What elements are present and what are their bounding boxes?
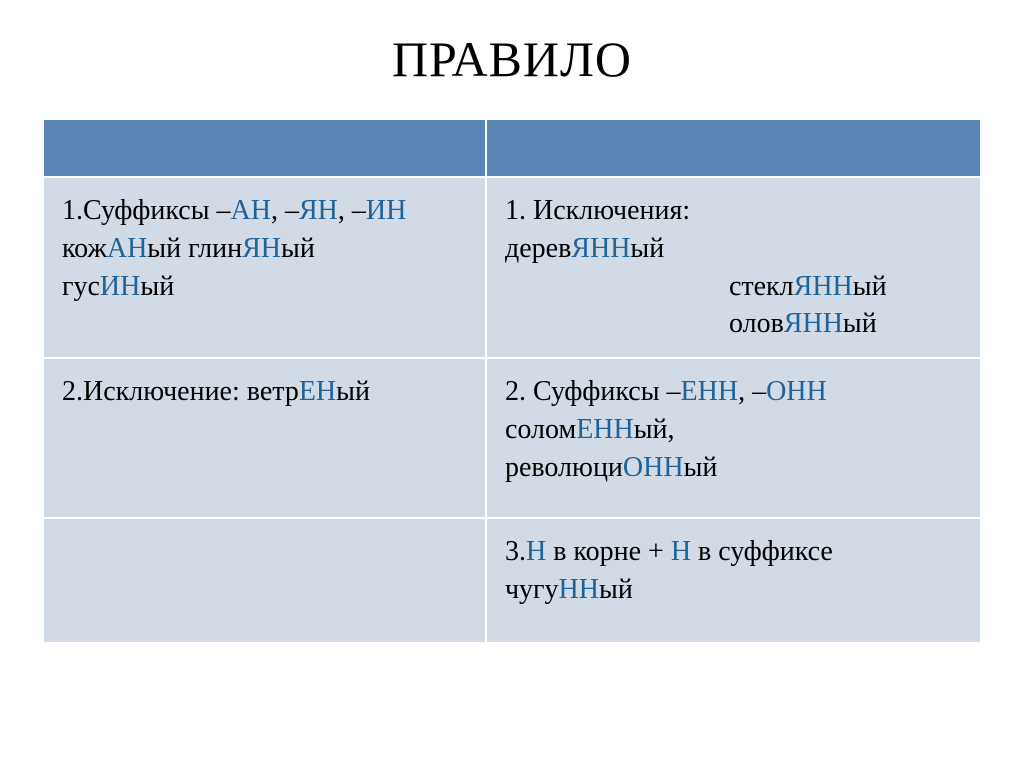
text: ый bbox=[843, 308, 877, 339]
text: ый, bbox=[634, 414, 675, 445]
highlight: Н bbox=[671, 536, 691, 567]
text: ый bbox=[281, 233, 315, 264]
highlight: ИН bbox=[100, 271, 140, 302]
text: стекл bbox=[505, 271, 794, 302]
highlight: ЯНН bbox=[794, 271, 853, 302]
text: , – bbox=[738, 376, 766, 407]
text: революци bbox=[505, 452, 623, 483]
text: ый bbox=[630, 233, 664, 264]
highlight: ИН bbox=[366, 195, 406, 226]
text: 1. Исключения: bbox=[505, 195, 690, 226]
highlight: АН bbox=[107, 233, 147, 264]
text: в корне + bbox=[546, 536, 671, 567]
table-row: 3.Н в корне + Н в суффиксе чугуННый bbox=[43, 518, 981, 643]
highlight: ЯНН bbox=[784, 308, 843, 339]
text: в суффиксе bbox=[691, 536, 833, 567]
cell-r3c2: 3.Н в корне + Н в суффиксе чугуННый bbox=[486, 518, 981, 643]
text: 3. bbox=[505, 536, 526, 567]
highlight: ЕНН bbox=[576, 414, 634, 445]
text: ый bbox=[853, 271, 887, 302]
highlight: НН bbox=[559, 574, 599, 605]
text: ый bbox=[599, 574, 633, 605]
text: , – bbox=[271, 195, 299, 226]
table-row: 1.Суффиксы –АН, –ЯН, –ИН кожАНый глинЯНы… bbox=[43, 177, 981, 358]
text: ый bbox=[336, 376, 370, 407]
highlight: АН bbox=[231, 195, 271, 226]
text: дерев bbox=[505, 233, 571, 264]
text: ый bbox=[684, 452, 718, 483]
highlight: ЯН bbox=[299, 195, 338, 226]
table-header-row bbox=[43, 119, 981, 177]
text: ый глин bbox=[147, 233, 242, 264]
rules-table: 1.Суффиксы –АН, –ЯН, –ИН кожАНый глинЯНы… bbox=[42, 118, 982, 644]
highlight: ЕН bbox=[299, 376, 336, 407]
highlight: ЯНН bbox=[571, 233, 630, 264]
slide: ПРАВИЛО 1.Суффиксы –АН, –ЯН, –ИН кожАНый… bbox=[0, 0, 1024, 767]
header-cell-left bbox=[43, 119, 486, 177]
text: 1.Суффиксы – bbox=[62, 195, 231, 226]
page-title: ПРАВИЛО bbox=[0, 0, 1024, 118]
highlight: Н bbox=[526, 536, 546, 567]
highlight: ОНН bbox=[766, 376, 827, 407]
text: солом bbox=[505, 414, 576, 445]
cell-r1c2: 1. Исключения: деревЯННый стеклЯННый оло… bbox=[486, 177, 981, 358]
text: олов bbox=[505, 308, 784, 339]
highlight: ЯН bbox=[242, 233, 281, 264]
header-cell-right bbox=[486, 119, 981, 177]
cell-r2c2: 2. Суффиксы –ЕНН, –ОНН соломЕННый, револ… bbox=[486, 358, 981, 518]
highlight: ОНН bbox=[623, 452, 684, 483]
text: кож bbox=[62, 233, 107, 264]
text: чугу bbox=[505, 574, 559, 605]
highlight: ЕНН bbox=[681, 376, 739, 407]
cell-r3c1-empty bbox=[43, 518, 486, 643]
cell-r2c1: 2.Исключение: ветрЕНый bbox=[43, 358, 486, 518]
text: , – bbox=[338, 195, 366, 226]
text: 2.Исключение: ветр bbox=[62, 376, 299, 407]
text: ый bbox=[140, 271, 174, 302]
text: 2. Суффиксы – bbox=[505, 376, 681, 407]
text: гус bbox=[62, 271, 100, 302]
table-row: 2.Исключение: ветрЕНый 2. Суффиксы –ЕНН,… bbox=[43, 358, 981, 518]
cell-r1c1: 1.Суффиксы –АН, –ЯН, –ИН кожАНый глинЯНы… bbox=[43, 177, 486, 358]
